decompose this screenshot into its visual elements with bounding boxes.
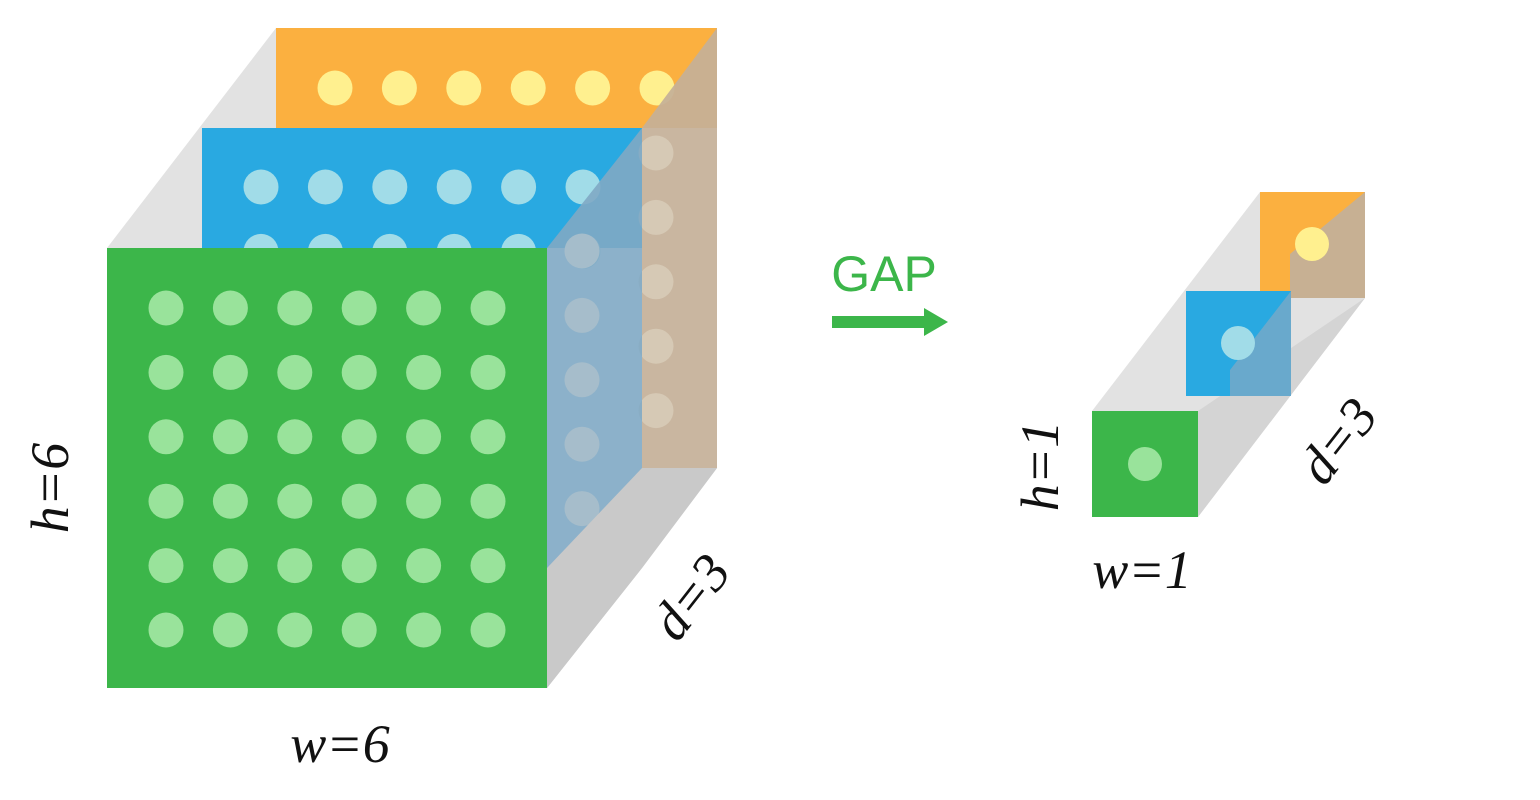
back-dot [575,70,611,106]
middle-side-dot [564,491,600,527]
middle-side-dot [564,362,600,398]
back-dot [510,70,546,106]
front-dot [406,548,442,584]
middle-side-dot [564,233,600,269]
front-dot [212,548,248,584]
output-middle-channel-side [1230,291,1291,396]
front-dot [341,612,377,648]
middle-dot [501,169,537,205]
output-height-label: h=1 [1010,421,1070,511]
front-dot [277,612,313,648]
middle-side-dot [564,297,600,333]
back-dot [381,70,417,106]
middle-side-dot [564,426,600,462]
input-depth-label: d=3 [639,543,742,651]
front-dot [341,290,377,326]
middle-dot [307,169,343,205]
front-dot [212,612,248,648]
back-side-dot [638,393,674,429]
middle-dot [372,169,408,205]
input-height-label: h=6 [20,443,80,533]
front-dot [341,548,377,584]
front-dot [148,483,184,519]
output-tensor: h=1 w=1 d=3 [1010,192,1389,600]
front-dot [341,483,377,519]
gap-label: GAP [831,246,937,302]
front-dot [148,548,184,584]
back-dot [317,70,353,106]
front-dot [277,483,313,519]
front-dot [148,290,184,326]
front-channel-dots [148,290,506,648]
output-width-label: w=1 [1092,540,1191,600]
output-depth-label: d=3 [1286,387,1389,495]
front-dot [148,419,184,455]
input-tensor-floor-2 [547,568,642,688]
front-dot [277,290,313,326]
front-dot [470,483,506,519]
arrow-right-icon [832,308,948,336]
front-dot [341,419,377,455]
middle-dot [243,169,279,205]
front-dot [212,419,248,455]
back-channel-side-dots [638,135,674,429]
output-tensor-shadow-dark [1198,298,1365,517]
output-front-dot [1128,447,1162,481]
front-dot [470,354,506,390]
front-dot [406,483,442,519]
front-dot [470,290,506,326]
front-dot [470,419,506,455]
output-middle-dot [1221,326,1255,360]
front-dot [212,354,248,390]
front-dot [148,354,184,390]
back-side-dot [638,135,674,171]
front-dot [148,612,184,648]
front-dot [470,612,506,648]
back-side-dot [638,199,674,235]
input-tensor-left-shadow [107,28,276,248]
back-side-dot [638,328,674,364]
front-dot [470,548,506,584]
input-tensor: h=6 w=6 d=3 [20,28,742,774]
input-tensor-floor [547,468,717,568]
back-side-dot [638,264,674,300]
middle-dot [436,169,472,205]
back-channel-dots [317,70,675,106]
front-channel-face [107,248,547,688]
front-dot [406,419,442,455]
front-dot [406,354,442,390]
output-back-dot [1295,227,1329,261]
front-dot [341,354,377,390]
front-dot [406,290,442,326]
front-dot [212,290,248,326]
front-dot [277,419,313,455]
middle-channel-side-dots [564,233,600,527]
input-width-label: w=6 [290,714,389,774]
front-dot [212,483,248,519]
front-dot [406,612,442,648]
front-dot [277,548,313,584]
gap-operation: GAP [831,246,948,336]
front-dot [277,354,313,390]
back-dot [446,70,482,106]
